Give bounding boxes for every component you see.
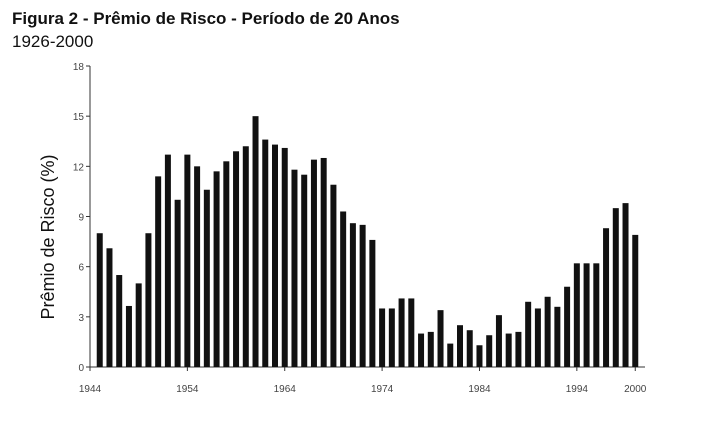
bar [330,184,337,367]
bar [398,298,405,367]
y-tick-label: 18 [73,62,85,73]
bar [427,331,434,367]
bar [505,333,512,367]
bar [320,157,327,367]
bar [242,146,249,367]
bar [184,154,191,367]
bar [301,174,308,367]
bar [291,169,298,367]
x-tick-label: 2000 [624,384,647,395]
bar [310,159,317,367]
y-tick-label: 6 [78,263,84,274]
bar [96,233,103,367]
chart-subtitle: 1926-2000 [12,32,93,51]
bar [125,305,132,367]
bar [554,306,561,367]
bar [174,199,181,367]
y-tick-label: 15 [73,112,85,123]
bar [252,116,259,368]
y-tick-label: 9 [78,213,84,224]
y-tick-label: 0 [78,363,84,374]
bar [359,224,366,367]
bar [447,343,454,367]
bar [573,263,580,367]
bar [622,203,629,367]
x-tick-label: 1994 [566,384,589,395]
bar [369,239,376,367]
bar [340,211,347,367]
x-tick-label: 1964 [274,384,297,395]
bar [495,315,502,367]
bar [349,223,356,367]
bar [213,171,220,367]
bar [379,308,386,367]
bar [593,263,600,367]
bar [564,286,571,367]
bar [145,233,152,367]
y-tick-label: 12 [73,162,85,173]
y-axis-label: Prêmio de Risco (%) [38,154,58,319]
bar [281,147,288,367]
bar [272,144,278,367]
bar [408,298,415,367]
bar [418,333,425,367]
bar [632,234,639,367]
bar [437,310,444,367]
bar [194,166,201,367]
bar [106,248,113,367]
bar [262,139,269,367]
bar [223,161,230,367]
bar [476,345,483,367]
bar [466,330,473,367]
bar [603,228,610,367]
bar [155,176,162,367]
bar [116,275,123,367]
bar [583,263,590,367]
bar [515,331,522,367]
bar [388,308,395,367]
bar [164,154,171,367]
bar [203,189,210,367]
x-tick-label: 1944 [79,384,102,395]
bar [486,335,493,367]
x-tick-label: 1984 [468,384,491,395]
y-tick-label: 3 [78,313,84,324]
x-tick-label: 1954 [176,384,199,395]
bar [457,325,463,367]
bar [612,208,619,367]
bar [135,283,142,367]
bar [534,308,541,367]
bar [544,296,551,367]
x-tick-label: 1974 [371,384,394,395]
chart-title: Figura 2 - Prêmio de Risco - Período de … [12,9,400,28]
bar [525,301,532,367]
bar [233,151,240,367]
